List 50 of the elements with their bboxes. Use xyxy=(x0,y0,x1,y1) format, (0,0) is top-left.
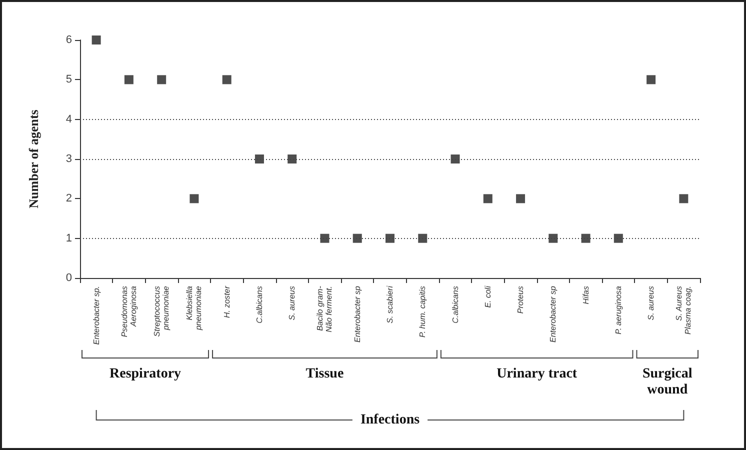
x-tick-label: H. zoster xyxy=(222,286,232,318)
point xyxy=(386,234,394,243)
x-tick-label: S. Aureus Plasma coag. xyxy=(674,286,693,334)
y-tick-label: 0 xyxy=(66,272,72,284)
x-tick-label: P. hum. capitis xyxy=(418,286,428,338)
point xyxy=(320,234,330,243)
y-tick-label: 3 xyxy=(66,153,72,165)
point xyxy=(516,194,526,204)
x-tick-label: E. coli xyxy=(483,286,492,308)
point xyxy=(222,75,232,84)
x-tick-label: C.albicans xyxy=(254,286,264,324)
text: Tissue xyxy=(306,366,344,382)
point xyxy=(646,75,656,84)
x-tick-label: S. scabieri xyxy=(386,286,394,324)
y-tick-label: 2 xyxy=(66,192,72,205)
x-tick-label: S. aureus xyxy=(288,286,297,320)
point xyxy=(614,234,623,243)
y-tick-label: 6 xyxy=(66,34,72,46)
point xyxy=(581,234,590,243)
point xyxy=(450,154,460,164)
x-tick-label: Pseudomonas Aeroginosa xyxy=(120,285,138,338)
y-tick-label: 4 xyxy=(66,113,72,126)
x-tick-label: Enterobacter sp xyxy=(352,285,362,342)
x-tick-label: Enterobacter sp. xyxy=(92,286,101,345)
text: Respiratory xyxy=(109,366,182,382)
x-tick-label: S. aureus xyxy=(646,286,656,320)
y-tick-label: 1 xyxy=(66,232,72,244)
x-tick-label: Bacilo gram- Não ferment. xyxy=(316,286,334,332)
x-tick-label: Hifas xyxy=(581,286,590,304)
x-tick-label: C.albicans xyxy=(450,286,460,324)
point xyxy=(483,194,492,204)
point xyxy=(352,234,362,243)
x-tick-label: Streptococcus pneumoniae xyxy=(152,285,171,337)
point xyxy=(92,36,101,44)
x-tick-label: P. aeruginosa xyxy=(614,285,623,334)
x-tick-label: Enterobacter sp xyxy=(548,285,558,342)
point xyxy=(679,194,688,204)
point xyxy=(157,75,166,84)
text: Infections xyxy=(360,412,420,428)
point xyxy=(548,234,558,243)
point xyxy=(124,75,134,84)
point xyxy=(190,194,199,204)
point xyxy=(254,154,264,164)
point xyxy=(288,154,297,164)
x-tick-label: Proteus xyxy=(516,286,526,314)
text: Surgical wound xyxy=(642,366,692,398)
y-axis-title: Number of agents xyxy=(26,110,41,208)
text: Urinary tract xyxy=(496,366,578,382)
y-tick-label: 5 xyxy=(66,74,72,86)
point xyxy=(418,234,428,243)
